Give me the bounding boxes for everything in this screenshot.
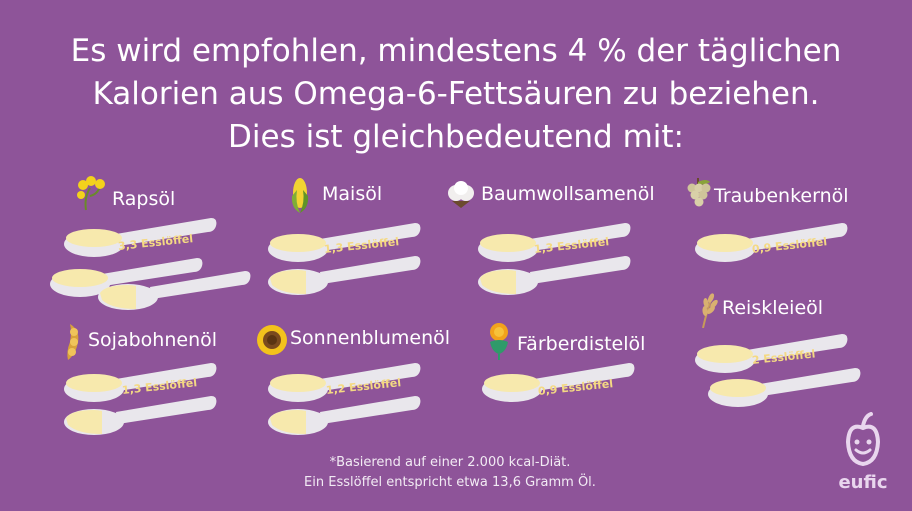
- headline-line-1: Es wird empfohlen, mindestens 4 % der tä…: [70, 33, 842, 69]
- spoon-baumwollsamenoel-2: [478, 256, 631, 295]
- oil-name-baumwollsamenoel: Baumwollsamenöl: [481, 183, 655, 205]
- footnote-line-1: *Basierend auf einer 2.000 kcal-Diät.: [329, 455, 571, 470]
- oil-name-sojabohnenoel: Sojabohnenöl: [88, 329, 218, 351]
- spoon-sonnenblumenoel-2: [268, 396, 421, 435]
- apple-face-icon: [845, 412, 881, 467]
- sunflower-icon: [257, 325, 287, 355]
- oil-name-sonnenblumenoel: Sonnenblumenöl: [290, 327, 451, 349]
- oil-name-reiskleieoel: Reiskleieöl: [722, 297, 824, 319]
- oil-name-maisoel: Maisöl: [322, 183, 383, 205]
- oil-name-traubenkernoel: Traubenkernöl: [714, 185, 849, 207]
- spoon-reiskleieoel-2: [708, 368, 861, 407]
- cotton-boll-icon: [448, 181, 474, 208]
- headline-line-2: Kalorien aus Omega-6-Fettsäuren zu bezie…: [92, 76, 820, 112]
- footnote-line-2: Ein Esslöffel entspricht etwa 13,6 Gramm…: [304, 475, 596, 490]
- spoon-sojabohnenoel-2: [64, 396, 217, 435]
- spoon-maisoel-2: [268, 256, 421, 295]
- corn-icon: [291, 178, 309, 213]
- headline: Es wird empfohlen, mindestens 4 % der tä…: [0, 30, 912, 159]
- logo-text: eufic: [838, 472, 888, 493]
- rice-stalk-icon: [702, 293, 718, 328]
- footnote: *Basierend auf einer 2.000 kcal-Diät. Ei…: [250, 453, 650, 493]
- oil-name-rapsoel: Rapsöl: [112, 188, 176, 210]
- safflower-icon: [490, 323, 508, 360]
- grapes-icon: [687, 178, 711, 207]
- headline-line-3: Dies ist gleichbedeutend mit:: [228, 119, 684, 155]
- rapeseed-flower-icon: [77, 176, 105, 211]
- soybean-pod-icon: [67, 324, 79, 360]
- oil-name-faerberdisteloel: Färberdistelöl: [517, 333, 646, 355]
